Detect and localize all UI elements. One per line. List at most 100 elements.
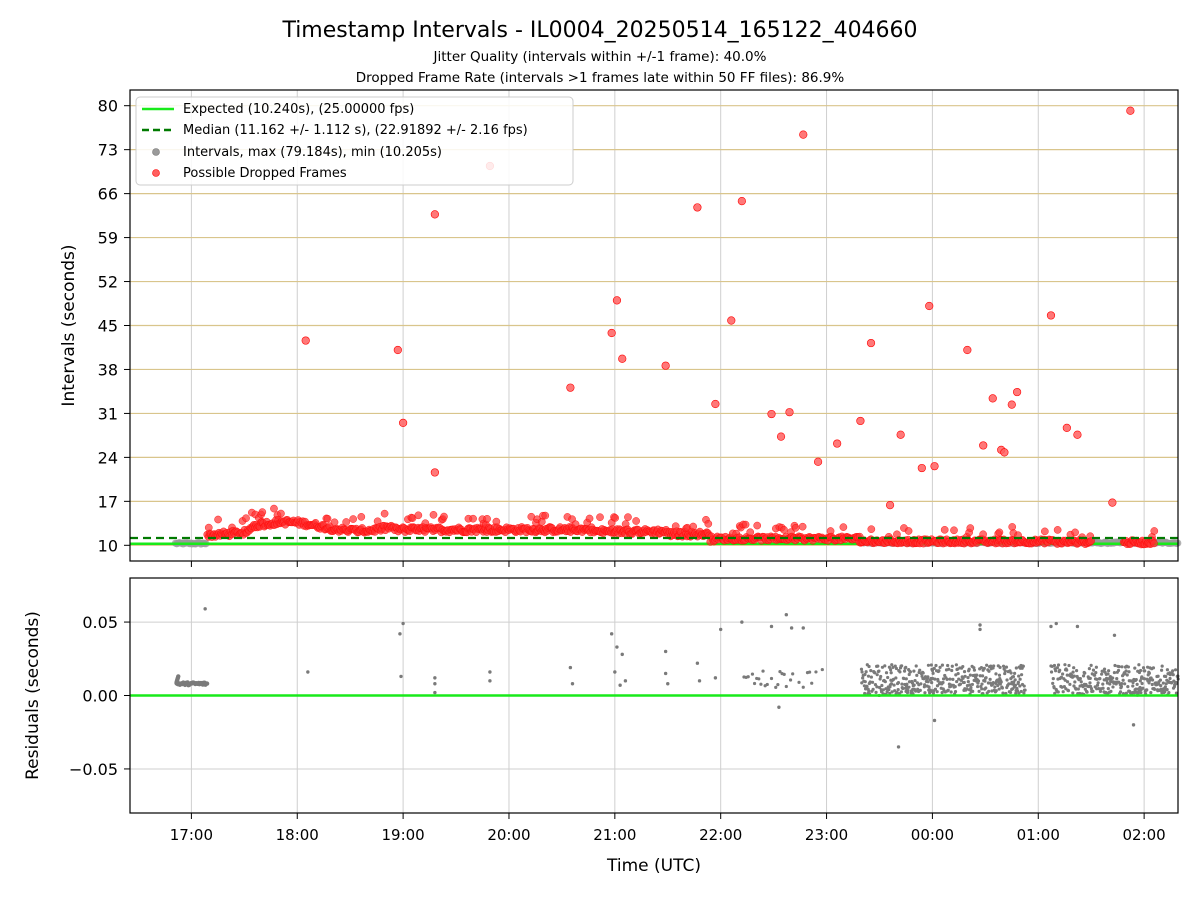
residual-point: [1088, 681, 1092, 685]
residual-point: [1140, 681, 1144, 686]
residual-point: [613, 670, 617, 674]
residual-point: [1005, 678, 1009, 682]
legend-box: [135, 96, 574, 186]
residual-point: [966, 680, 970, 684]
residual-point: [433, 676, 437, 680]
residual-point: [865, 684, 869, 689]
residual-point: [1079, 680, 1083, 684]
residual-point: [889, 682, 894, 686]
residual-point: [433, 690, 437, 695]
dropped-frame-point: [430, 468, 439, 477]
residual-point: [1017, 691, 1021, 695]
residual-point: [966, 676, 970, 680]
residual-point: [883, 680, 887, 684]
residual-point: [969, 685, 973, 690]
residual-point: [1156, 674, 1160, 678]
residual-point: [1106, 672, 1110, 676]
residual-point: [1165, 668, 1170, 672]
residual-point: [784, 684, 788, 689]
residual-point: [926, 680, 930, 684]
residual-point: [1107, 669, 1111, 673]
chart-subtitle-jitter: Jitter Quality (intervals within +/-1 fr…: [433, 49, 767, 65]
residual-point: [1061, 672, 1065, 676]
residual-point: [894, 676, 898, 680]
residual-point: [888, 668, 893, 672]
residual-point: [1073, 680, 1077, 684]
residual-point: [978, 627, 982, 632]
dropped-frame-point: [866, 338, 876, 348]
residual-point: [306, 670, 310, 674]
dropped-frame-point: [867, 525, 876, 533]
residual-point: [936, 679, 940, 683]
residual-point: [914, 664, 918, 668]
residual-point: [906, 688, 910, 693]
residual-point: [1094, 665, 1098, 669]
residual-point: [1013, 671, 1017, 675]
intervals-ticks: 10 17 24 31 38 45 52 59 66 73 80: [98, 97, 1145, 567]
residual-point: [204, 681, 210, 686]
dropped-frame-point: [704, 519, 713, 528]
residual-point: [1141, 666, 1146, 670]
residual-point: [1133, 666, 1137, 670]
residual-point: [615, 645, 619, 649]
residual-point: [1021, 664, 1025, 668]
dropped-frame-point: [483, 515, 491, 523]
dropped-frame-point: [301, 336, 310, 345]
residuals-x-axis-label: Time (UTC): [606, 856, 701, 876]
residual-point: [972, 666, 976, 670]
residual-point: [982, 666, 986, 670]
dropped-frame-point: [833, 439, 842, 448]
residual-point: [1106, 687, 1110, 691]
residual-point: [997, 687, 1001, 691]
residual-point: [176, 674, 181, 679]
dropped-frame-point: [1041, 527, 1049, 536]
dropped-frame-point: [357, 513, 366, 521]
dropped-frame-point: [737, 197, 746, 206]
legend: Expected (10.240s), (25.00000 fps) Media…: [135, 96, 574, 186]
residual-point: [1163, 685, 1167, 689]
residual-point: [820, 667, 824, 672]
dropped-frame-point: [541, 511, 550, 520]
intervals-y-tick-label: 17: [98, 492, 118, 511]
residual-point: [866, 674, 871, 678]
residual-point: [1056, 663, 1061, 667]
residual-point: [896, 745, 901, 749]
residual-point: [1063, 663, 1067, 667]
residual-point: [941, 680, 945, 685]
residual-point: [777, 705, 781, 709]
residual-point: [746, 675, 750, 679]
residual-point: [1123, 682, 1127, 686]
residual-point: [1065, 680, 1070, 684]
x-tick-label: 20:00: [487, 826, 530, 844]
residual-point: [881, 688, 885, 692]
residual-point: [985, 663, 989, 667]
residual-point: [980, 674, 985, 678]
residual-point: [968, 673, 972, 677]
residual-point: [893, 664, 897, 668]
dropped-frame-point: [611, 514, 619, 522]
residual-point: [1074, 669, 1079, 673]
residual-point: [765, 682, 769, 687]
residual-point: [980, 682, 984, 686]
dropped-frame-point: [429, 511, 438, 519]
dropped-frame-point: [242, 514, 250, 522]
residual-point: [940, 663, 945, 667]
residual-point: [1137, 663, 1141, 667]
residual-point: [926, 663, 931, 667]
dropped-frame-point: [727, 316, 736, 325]
residual-point: [948, 677, 952, 681]
residual-point: [1141, 686, 1145, 690]
residual-point: [867, 689, 871, 693]
residual-point: [890, 690, 894, 694]
x-tick-label: 02:00: [1123, 826, 1166, 844]
residual-point: [778, 670, 782, 674]
dropped-frame-point: [963, 345, 972, 355]
residual-point: [1085, 690, 1089, 694]
residual-point: [993, 685, 997, 689]
residual-point: [921, 671, 925, 675]
dropped-frame-point: [1150, 539, 1158, 548]
residual-point: [1118, 690, 1123, 694]
residual-point: [1058, 668, 1062, 672]
residual-point: [666, 682, 670, 686]
residual-point: [891, 677, 896, 682]
